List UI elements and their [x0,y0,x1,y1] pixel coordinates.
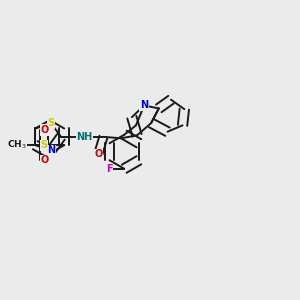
Text: NH: NH [76,132,92,142]
Text: N: N [140,100,148,110]
Text: O: O [94,149,102,159]
Text: CH$_3$: CH$_3$ [7,139,26,152]
Text: F: F [106,164,113,174]
Text: N: N [47,145,55,155]
Text: S: S [48,118,55,128]
Text: O: O [40,155,48,165]
Text: O: O [40,125,48,135]
Text: S: S [41,140,48,150]
